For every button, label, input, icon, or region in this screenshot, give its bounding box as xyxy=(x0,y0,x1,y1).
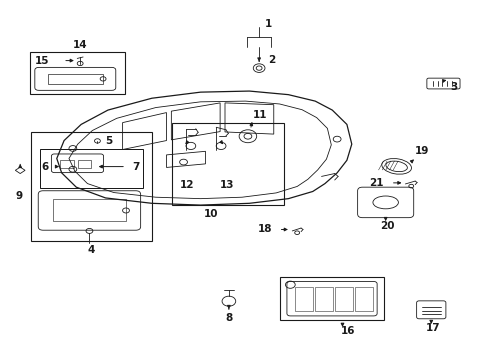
Bar xyxy=(354,287,372,311)
Text: 5: 5 xyxy=(104,136,112,146)
Bar xyxy=(40,149,143,188)
Bar xyxy=(30,51,125,94)
Text: 1: 1 xyxy=(264,19,272,29)
Text: 3: 3 xyxy=(449,82,457,93)
Text: 20: 20 xyxy=(379,221,393,230)
Text: 16: 16 xyxy=(340,326,354,336)
Text: 11: 11 xyxy=(252,110,267,120)
Bar xyxy=(31,132,152,241)
Text: 15: 15 xyxy=(35,55,49,66)
Text: 17: 17 xyxy=(425,324,439,333)
Bar xyxy=(334,287,352,311)
Text: 8: 8 xyxy=(224,314,232,323)
Text: 19: 19 xyxy=(414,146,428,156)
Text: 13: 13 xyxy=(220,180,234,190)
Text: 21: 21 xyxy=(368,178,383,188)
Text: 9: 9 xyxy=(15,191,22,201)
Bar xyxy=(314,287,332,311)
Bar xyxy=(53,199,126,221)
Text: 4: 4 xyxy=(87,245,95,255)
Text: 7: 7 xyxy=(132,162,140,172)
Text: 6: 6 xyxy=(41,162,49,172)
Text: 2: 2 xyxy=(267,55,275,65)
Bar xyxy=(78,160,91,168)
Text: 14: 14 xyxy=(73,40,87,50)
Text: 12: 12 xyxy=(179,180,194,190)
Bar xyxy=(279,277,384,320)
Bar xyxy=(47,74,103,84)
Bar xyxy=(172,123,284,205)
Bar xyxy=(295,287,312,311)
Bar xyxy=(60,160,74,168)
Text: 10: 10 xyxy=(203,209,218,219)
Text: 18: 18 xyxy=(258,225,272,234)
